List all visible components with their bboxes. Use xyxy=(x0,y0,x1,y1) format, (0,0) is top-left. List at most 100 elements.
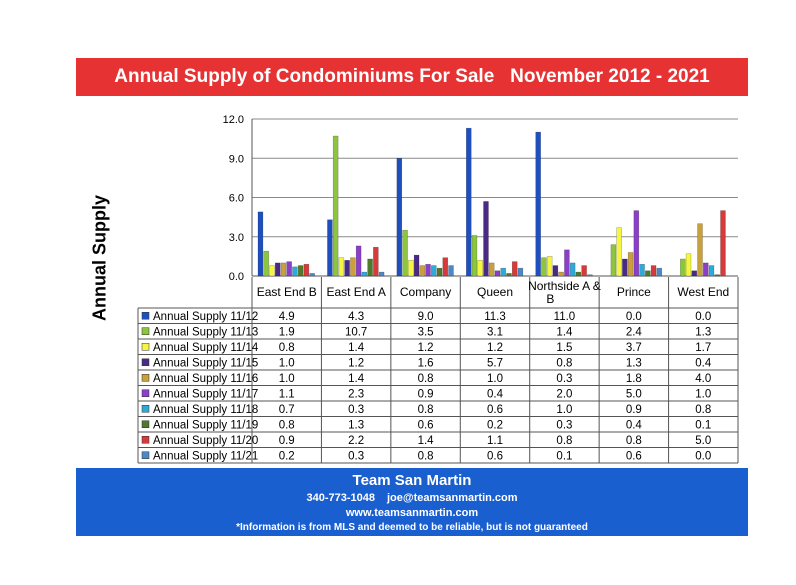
legend-swatch xyxy=(141,389,150,397)
data-label: 4.0 xyxy=(695,373,711,385)
chart-title: Annual Supply of Condominiums For Sale N… xyxy=(76,58,748,96)
data-label: 1.0 xyxy=(487,373,503,385)
legend-entry: Annual Supply 11/21 xyxy=(153,450,258,462)
data-label: 1.4 xyxy=(348,342,365,354)
data-label: 2.2 xyxy=(348,435,364,447)
category-label: East End A xyxy=(326,285,385,299)
data-label: 0.1 xyxy=(556,450,572,462)
data-label: 0.6 xyxy=(487,450,503,462)
legend-swatch xyxy=(141,312,150,320)
bar xyxy=(645,270,651,277)
bar xyxy=(344,260,350,277)
data-label: 4.3 xyxy=(348,311,364,323)
data-label: 1.1 xyxy=(487,435,503,447)
data-label: 0.3 xyxy=(348,404,364,416)
bar xyxy=(541,257,547,277)
data-label: 0.3 xyxy=(556,419,572,431)
bar xyxy=(425,263,431,277)
bar xyxy=(616,227,622,277)
legend-entry: Annual Supply 11/14 xyxy=(153,342,259,354)
legend-swatch xyxy=(141,420,150,428)
bar xyxy=(396,158,403,277)
legend-entry: Annual Supply 11/15 xyxy=(153,357,258,369)
data-label: 0.0 xyxy=(626,311,642,323)
bar xyxy=(564,249,570,277)
bar xyxy=(489,262,495,277)
data-label: 1.2 xyxy=(487,342,503,354)
bar xyxy=(633,210,640,277)
data-label: 0.8 xyxy=(626,435,642,447)
bar xyxy=(517,267,524,277)
bar xyxy=(378,271,385,277)
data-label: 1.3 xyxy=(348,419,364,431)
data-label: 4.9 xyxy=(279,311,295,323)
data-label: 11.3 xyxy=(484,311,506,323)
bar xyxy=(575,271,582,277)
legend-entry: Annual Supply 11/12 xyxy=(153,311,258,323)
bar xyxy=(350,257,356,277)
bar xyxy=(708,265,715,277)
data-label: 0.6 xyxy=(626,450,642,462)
website-link[interactable]: www.teamsanmartin.com xyxy=(345,507,479,519)
bar xyxy=(656,267,663,277)
bar xyxy=(448,265,454,277)
bar xyxy=(274,262,281,277)
data-label: 1.8 xyxy=(626,373,642,385)
data-label: 1.3 xyxy=(695,326,711,338)
category-label: Prince xyxy=(617,285,651,299)
data-label: 5.0 xyxy=(626,388,642,400)
bar xyxy=(303,263,310,277)
bar xyxy=(280,262,287,277)
bar xyxy=(720,210,726,277)
data-label: 3.7 xyxy=(626,342,642,354)
data-label: 0.8 xyxy=(279,419,295,431)
y-tick-label: 6.0 xyxy=(229,193,244,205)
bar xyxy=(581,265,587,277)
bar xyxy=(367,258,373,277)
bar xyxy=(413,254,420,277)
data-label: 3.5 xyxy=(418,326,434,338)
data-label: 0.4 xyxy=(695,357,712,369)
data-label: 1.4 xyxy=(556,326,573,338)
data-label: 1.2 xyxy=(418,342,434,354)
data-label: 11.0 xyxy=(554,311,576,323)
data-label: 0.4 xyxy=(626,419,643,431)
bar xyxy=(546,256,553,277)
bar xyxy=(587,274,593,277)
y-tick-label: 3.0 xyxy=(229,232,244,244)
bar xyxy=(309,273,315,277)
legend-swatch xyxy=(141,343,150,351)
legend-entry: Annual Supply 11/13 xyxy=(153,326,258,338)
bar xyxy=(535,131,541,277)
bar xyxy=(471,235,478,277)
email-link[interactable]: joe@teamsanmartin.com xyxy=(386,492,518,504)
data-label: 0.8 xyxy=(418,404,434,416)
data-label: 1.0 xyxy=(279,357,295,369)
data-label: 0.6 xyxy=(487,404,503,416)
bar xyxy=(506,273,512,277)
data-label: 1.0 xyxy=(556,404,572,416)
bar xyxy=(431,265,437,277)
y-tick-label: 12.0 xyxy=(223,114,244,126)
bar xyxy=(477,260,483,277)
bar xyxy=(338,257,345,277)
data-label: 1.0 xyxy=(279,373,295,385)
bar xyxy=(697,223,703,277)
data-label: 0.8 xyxy=(418,450,434,462)
y-tick-label: 0.0 xyxy=(229,271,244,283)
data-label: 5.0 xyxy=(695,435,711,447)
data-label: 0.2 xyxy=(487,419,503,431)
data-label: 0.1 xyxy=(695,419,711,431)
disclaimer: *Information is from MLS and deemed to b… xyxy=(236,522,588,533)
data-label: 10.7 xyxy=(345,326,367,338)
bar xyxy=(558,271,564,277)
data-label: 0.0 xyxy=(695,311,711,323)
data-label: 1.1 xyxy=(279,388,295,400)
bar xyxy=(286,261,292,277)
category-label: Northside A & B xyxy=(528,279,601,306)
bar xyxy=(494,270,501,277)
legend-swatch xyxy=(141,374,150,382)
legend-entry: Annual Supply 11/20 xyxy=(153,435,258,447)
bar xyxy=(650,265,657,277)
